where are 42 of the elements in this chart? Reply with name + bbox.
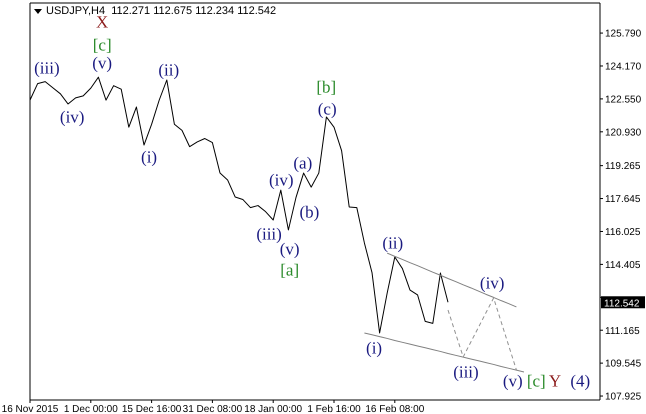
x-tick-label: 1 Dec 00:00 [64, 404, 118, 414]
annotation: [c] [526, 371, 546, 390]
y-tick-label: 116.025 [605, 227, 641, 238]
x-tick-label: 1 Feb 16:00 [307, 404, 362, 414]
y-tick-label: 122.550 [605, 94, 642, 106]
y-tick-label: 111.165 [605, 326, 640, 337]
line-series [386, 252, 517, 308]
annotation: (iv) [480, 273, 504, 292]
y-tick-label: 114.405 [605, 260, 641, 271]
annotation: (iii) [34, 58, 60, 78]
y-tick-label: 109.545 [605, 358, 642, 370]
y-tick-label: 119.265 [605, 161, 641, 172]
annotation: Y [548, 371, 562, 390]
annotation: (iv) [60, 107, 84, 126]
annotation: (a) [293, 154, 312, 173]
x-tick-label: 18 Jan 00:00 [244, 404, 303, 414]
annotation: (4) [570, 371, 590, 390]
annotation: (iii) [256, 224, 282, 244]
annotation: (iv) [268, 170, 294, 190]
x-tick-label: 16 Feb 08:00 [365, 404, 425, 414]
y-tick-label: 124.170 [605, 62, 642, 73]
x-tick-label: 16 Nov 2015 [2, 404, 59, 414]
y-tick-label: 120.930 [605, 127, 642, 138]
annotation: [c] [92, 36, 112, 55]
y-tick-label: 107.925 [605, 392, 642, 403]
annotation: (c) [318, 100, 337, 119]
annotation: (v) [502, 371, 523, 390]
annotation: (ii) [158, 60, 180, 80]
x-tick-label: 31 Dec 08:00 [182, 404, 243, 414]
y-tick-label: 117.645 [605, 194, 641, 206]
annotation: (ii) [382, 233, 404, 252]
annotation: [b] [316, 78, 336, 97]
y-tick-label: 125.790 [605, 28, 642, 40]
annotation: [a] [280, 260, 300, 280]
annotation: (v) [280, 240, 300, 259]
annotation: (b) [299, 202, 320, 222]
annotation: (i) [141, 148, 158, 167]
annotation: (v) [92, 54, 112, 73]
annotation: (i) [366, 338, 382, 358]
text: 112.542 [604, 298, 640, 310]
annotation: (iii) [453, 362, 479, 382]
x-tick-label: 15 Dec 16:00 [122, 404, 182, 414]
